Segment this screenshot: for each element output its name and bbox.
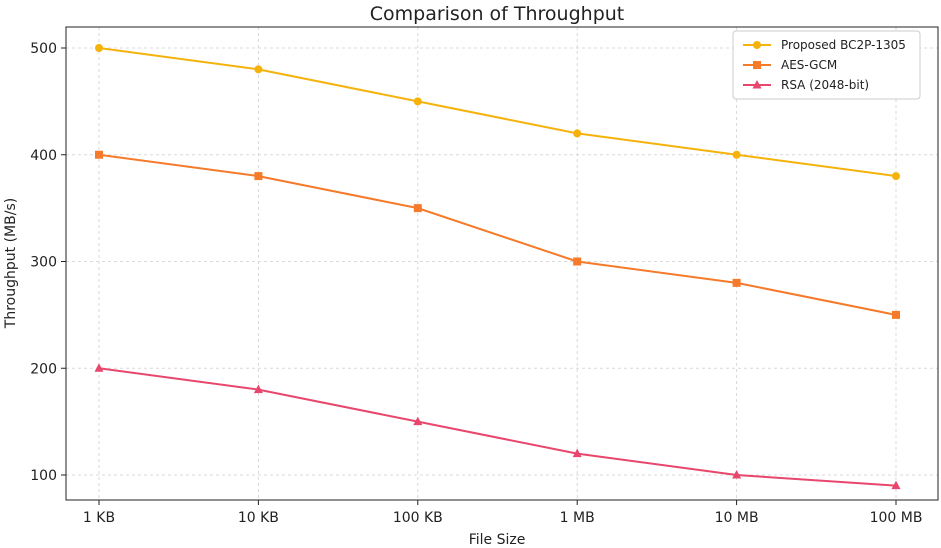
data-point: [573, 257, 582, 266]
legend-box: [732, 30, 921, 100]
series-line: [98, 367, 897, 487]
data-point: [892, 310, 900, 319]
legend-label: AES-GCM: [781, 58, 837, 72]
data-point: [892, 172, 900, 181]
y-tick-label: 200: [30, 361, 57, 377]
data-point: [95, 150, 103, 159]
data-point: [94, 363, 104, 372]
legend-label: RSA (2048-bit): [781, 78, 869, 92]
x-tick-label: 10 KB: [238, 510, 279, 526]
series-2: [95, 150, 900, 319]
data-point: [254, 172, 263, 181]
data-point: [413, 204, 422, 213]
legend-item: Proposed BC2P-1305: [743, 38, 906, 52]
data-point: [253, 384, 263, 394]
legend: Proposed BC2P-1305 AES-GCM RSA (2048-bit): [732, 30, 921, 100]
data-point: [732, 278, 741, 287]
plot-frame: [65, 26, 939, 501]
y-tick-label: 400: [30, 148, 57, 164]
y-tick-label: 300: [30, 255, 57, 271]
x-axis-ticks: 1 KB 10 KB 100 KB 1 MB 10 MB 100 MB: [83, 500, 923, 526]
data-point: [572, 448, 582, 458]
data-point: [413, 416, 423, 426]
data-point: [413, 97, 422, 106]
y-tick-label: 100: [30, 468, 57, 484]
y-axis-ticks: 100 200 300 400 500: [30, 41, 66, 484]
x-tick-label: 1 MB: [560, 510, 595, 526]
x-tick-label: 100 KB: [393, 510, 443, 526]
y-tick-label: 500: [30, 41, 57, 57]
series-1: [95, 44, 900, 181]
chart-title: Comparison of Throughput: [370, 3, 625, 25]
data-point: [732, 150, 741, 159]
series-line: [98, 47, 897, 178]
data-point: [95, 44, 103, 52]
legend-item: AES-GCM: [743, 58, 837, 72]
series-lines: [94, 44, 901, 490]
y-axis-label: Throughput (MB/s): [3, 198, 19, 329]
data-point: [732, 470, 742, 479]
x-tick-label: 100 MB: [870, 510, 923, 526]
legend-item: RSA (2048-bit): [743, 78, 869, 92]
x-axis-label: File Size: [469, 532, 526, 548]
x-tick-label: 10 MB: [715, 510, 759, 526]
data-point: [891, 480, 901, 490]
legend-marker: [753, 41, 761, 49]
legend-marker: [752, 80, 762, 89]
series-line: [98, 153, 897, 316]
data-point: [573, 129, 582, 138]
data-point: [254, 65, 263, 74]
legend-label: Proposed BC2P-1305: [781, 38, 906, 52]
series-3: [94, 363, 901, 490]
legend-marker: [753, 61, 761, 69]
x-tick-label: 1 KB: [83, 510, 115, 526]
